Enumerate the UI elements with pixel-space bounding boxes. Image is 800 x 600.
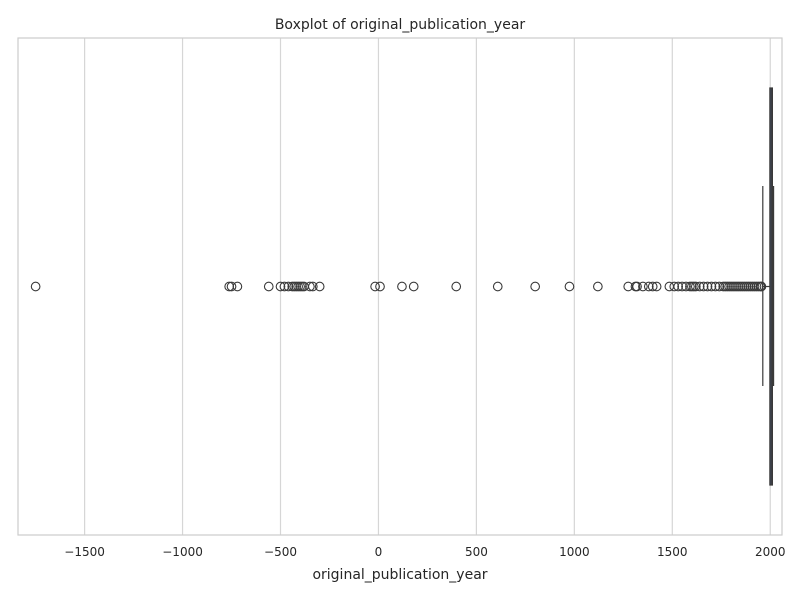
outlier-point xyxy=(375,281,385,292)
outlier-point xyxy=(643,281,654,292)
x-tick-label: 2000 xyxy=(755,545,786,559)
outlier-point xyxy=(530,281,541,292)
outlier-point xyxy=(673,281,684,292)
outlier-point xyxy=(275,281,286,292)
x-axis-ticks: −1500 −1000 −500 0 500 1000 1500 2000 xyxy=(64,545,785,559)
outlier-point xyxy=(314,281,325,292)
outlier-point xyxy=(698,281,709,292)
x-tick-label: −1000 xyxy=(162,545,203,559)
outlier-points xyxy=(30,281,767,292)
outlier-point xyxy=(677,281,687,292)
outlier-point xyxy=(706,281,717,292)
plot-frame xyxy=(17,37,783,536)
outlier-point xyxy=(593,281,603,292)
outlier-point xyxy=(397,281,407,292)
outlier-point xyxy=(681,281,691,292)
x-tick-label: 0 xyxy=(375,545,383,559)
outlier-point xyxy=(632,281,642,292)
outlier-point xyxy=(30,281,41,292)
outlier-point xyxy=(702,281,713,292)
x-tick-label: 1500 xyxy=(657,545,688,559)
outlier-point xyxy=(370,281,380,292)
outlier-point xyxy=(651,281,662,292)
chart-title: Boxplot of original_publication_year xyxy=(275,17,526,33)
outlier-point xyxy=(226,281,237,292)
outlier-point xyxy=(690,281,701,292)
box-plot xyxy=(762,87,775,486)
x-tick-label: −500 xyxy=(264,545,297,559)
outlier-point xyxy=(283,281,294,292)
outlier-point xyxy=(307,281,318,292)
outlier-point xyxy=(647,281,658,292)
outlier-point xyxy=(564,281,575,292)
x-tick-label: 1000 xyxy=(559,545,590,559)
outlier-point xyxy=(694,281,705,292)
outlier-point xyxy=(756,281,767,292)
outlier-point xyxy=(710,281,721,292)
x-tick-label: −1500 xyxy=(64,545,105,559)
outlier-point xyxy=(279,281,290,292)
x-tick-label: 500 xyxy=(465,545,488,559)
outlier-point xyxy=(263,281,274,292)
outlier-point xyxy=(714,281,725,292)
outlier-point xyxy=(669,281,680,292)
outlier-point xyxy=(451,281,462,292)
outlier-point xyxy=(408,281,419,292)
grid-lines xyxy=(84,38,771,535)
outlier-point xyxy=(492,281,503,292)
x-axis-label: original_publication_year xyxy=(312,567,487,583)
outlier-point xyxy=(232,281,243,292)
outlier-point xyxy=(305,281,315,292)
outlier-point xyxy=(638,281,648,292)
